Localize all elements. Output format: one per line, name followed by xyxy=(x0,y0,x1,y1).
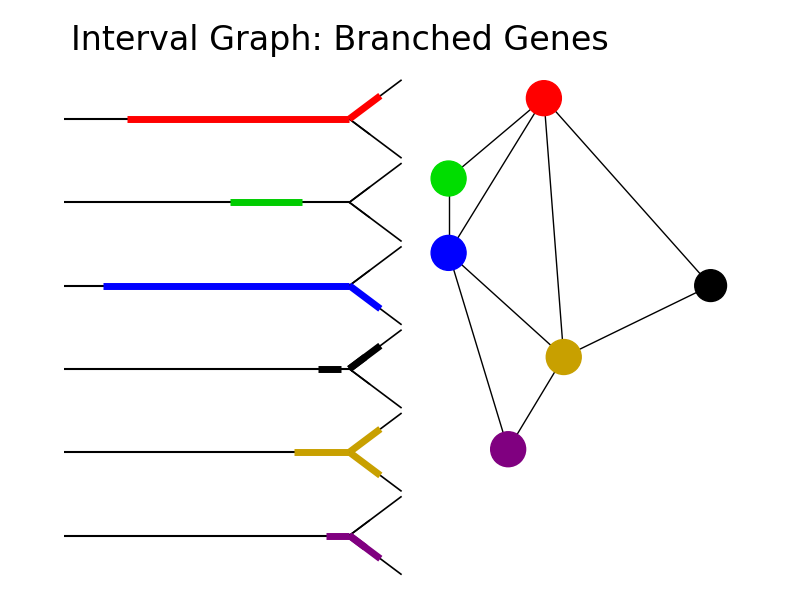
Ellipse shape xyxy=(526,81,561,115)
Ellipse shape xyxy=(695,270,727,302)
Ellipse shape xyxy=(491,432,526,466)
Ellipse shape xyxy=(431,161,466,196)
Ellipse shape xyxy=(546,340,581,374)
Ellipse shape xyxy=(431,236,466,270)
Text: Interval Graph: Branched Genes: Interval Graph: Branched Genes xyxy=(71,24,609,57)
